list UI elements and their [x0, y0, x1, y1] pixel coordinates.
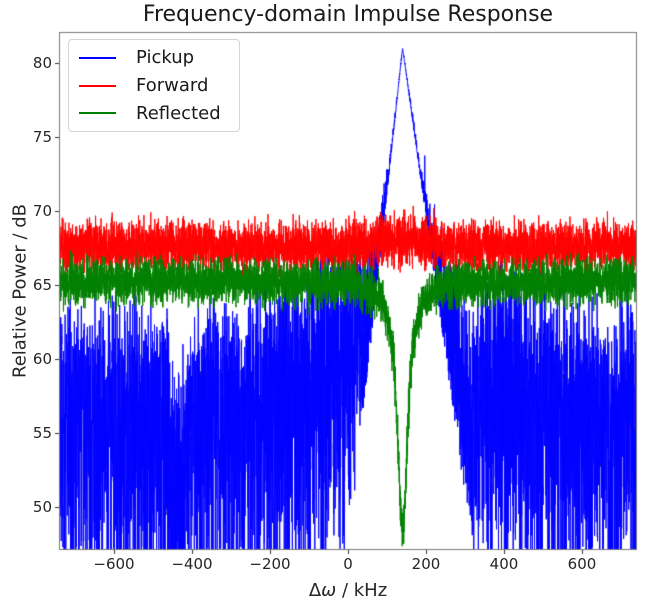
- x-tick-label: 0: [343, 555, 353, 573]
- y-tick-label: 60: [32, 350, 52, 369]
- legend: Pickup Forward Reflected: [68, 39, 240, 132]
- y-tick-label: 80: [32, 54, 52, 73]
- y-tick-label: 70: [32, 202, 52, 221]
- legend-item-forward: Forward: [69, 72, 239, 100]
- x-axis-label-unit: / kHz: [336, 580, 388, 601]
- x-tick-label: 200: [411, 555, 441, 573]
- y-tick-label: 55: [32, 424, 52, 443]
- y-tick-label: 75: [32, 128, 52, 147]
- legend-line-sample-reflected: [79, 112, 116, 115]
- legend-label-reflected: Reflected: [136, 102, 221, 124]
- legend-line-sample-pickup: [79, 56, 116, 59]
- x-tick-label: −600: [93, 555, 135, 573]
- y-tick-label: 50: [32, 498, 52, 517]
- legend-item-pickup: Pickup: [69, 44, 239, 72]
- legend-label-pickup: Pickup: [136, 47, 195, 69]
- x-axis-label-delta: Δ: [308, 580, 322, 601]
- legend-line-sample-forward: [79, 84, 116, 87]
- x-tick-label: 600: [567, 555, 597, 573]
- chart-title: Frequency-domain Impulse Response: [142, 2, 554, 27]
- legend-label-forward: Forward: [136, 75, 209, 96]
- y-tick-label: 65: [32, 276, 52, 295]
- legend-item-reflected: Reflected: [69, 99, 239, 127]
- x-axis-label: Δω / kHz: [309, 580, 387, 601]
- x-axis-label-omega: ω: [321, 580, 337, 601]
- x-tick-label: −200: [249, 555, 291, 573]
- y-axis-label: Relative Power / dB: [9, 203, 31, 379]
- x-tick-label: 400: [489, 555, 519, 573]
- x-tick-label: −400: [171, 555, 213, 573]
